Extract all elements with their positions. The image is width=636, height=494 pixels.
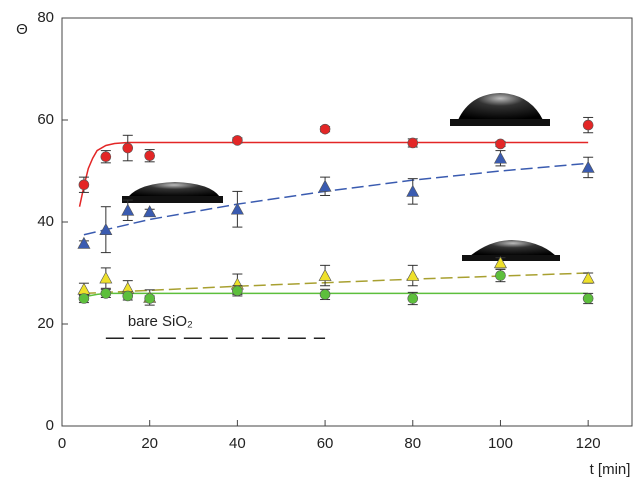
point [77, 282, 91, 295]
point [144, 293, 155, 304]
point [495, 138, 506, 150]
point [406, 184, 420, 197]
point [318, 268, 332, 281]
x-tick-label: 120 [576, 435, 601, 452]
y-tick-label: 40 [37, 213, 54, 230]
point [582, 293, 594, 304]
x-tick-label: 60 [317, 435, 334, 452]
x-tick-label: 80 [404, 435, 421, 452]
y-tick-label: 60 [37, 111, 54, 128]
point [581, 271, 595, 284]
annotation: bare SiO₂ [128, 313, 193, 330]
x-tick-label: 100 [488, 435, 513, 452]
point [407, 137, 419, 149]
fit-line [79, 292, 589, 300]
point [582, 119, 594, 131]
y-tick-label: 80 [37, 9, 54, 26]
y-axis-label: Θ [16, 21, 28, 38]
droplet-image [462, 240, 560, 261]
point [143, 205, 157, 218]
point [230, 202, 244, 215]
x-axis-label: t [min] [590, 461, 631, 478]
point [318, 179, 332, 192]
point [122, 290, 134, 302]
droplet-image [450, 93, 550, 126]
point [319, 123, 331, 135]
point [493, 151, 507, 164]
point [78, 179, 90, 191]
point [121, 203, 135, 216]
point [319, 289, 331, 300]
point [99, 223, 113, 235]
point [232, 135, 243, 146]
point [581, 160, 595, 173]
point [77, 236, 91, 249]
point [232, 285, 243, 297]
plot-frame [61, 17, 633, 427]
x-tick-label: 40 [229, 435, 246, 452]
point [406, 268, 420, 281]
y-tick-label: 0 [46, 417, 54, 434]
point [122, 142, 134, 154]
point [100, 151, 112, 163]
point [495, 270, 506, 281]
point [493, 256, 507, 269]
x-tick-label: 0 [58, 435, 66, 452]
y-tick-label: 20 [37, 315, 54, 332]
point [100, 288, 112, 299]
fit-line [83, 272, 589, 295]
point [99, 271, 113, 284]
x-tick-label: 20 [141, 435, 158, 452]
point [78, 293, 90, 304]
droplet-image [122, 182, 223, 203]
point [144, 150, 155, 161]
point [407, 293, 419, 304]
